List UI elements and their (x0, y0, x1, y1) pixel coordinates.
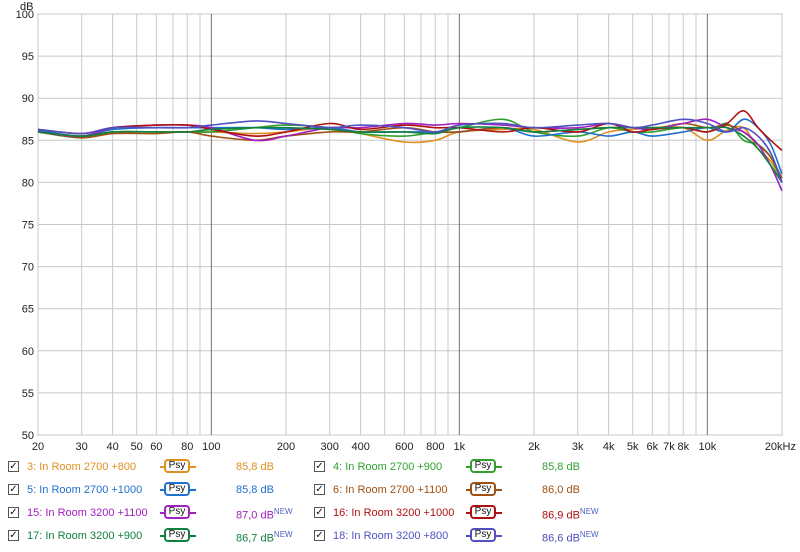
series-lines (37, 110, 783, 192)
x-tick-label: 20 (32, 441, 44, 453)
legend-checkbox[interactable]: ✓ (8, 461, 19, 472)
legend-checkbox[interactable]: ✓ (8, 484, 19, 495)
x-tick-label: 7k (663, 441, 675, 453)
psy-label: Psy (470, 459, 496, 473)
legend-level-value: 86,6 dBNEW (542, 530, 599, 545)
legend-level-value: 85,8 dB (236, 484, 274, 496)
legend-checkbox[interactable]: ✓ (8, 507, 19, 518)
legend-checkbox[interactable]: ✓ (8, 530, 19, 541)
psy-smoothing-button[interactable]: Psy (466, 481, 502, 499)
psy-label: Psy (164, 482, 190, 496)
legend-level-value: 85,8 dB (236, 461, 274, 473)
x-tick-label: 10k (698, 441, 716, 453)
legend-checkbox[interactable]: ✓ (314, 530, 325, 541)
x-tick-label: 1k (454, 441, 466, 453)
legend-item: ✓ 15: In Room 3200 +1100 Psy 87,0 dBNEW (8, 504, 308, 524)
legend-item: ✓ 4: In Room 2700 +900 Psy 85,8 dB (314, 458, 614, 478)
y-tick-label: 70 (22, 262, 34, 274)
legend-level-value: 85,8 dB (542, 461, 580, 473)
legend-level-value: 87,0 dBNEW (236, 507, 293, 522)
psy-smoothing-button[interactable]: Psy (160, 458, 196, 476)
legend: ✓ 3: In Room 2700 +800 Psy 85,8 dB ✓ 4: In Ro… (0, 456, 800, 552)
x-tick-label: 80 (181, 441, 193, 453)
legend-level-value: 86,9 dBNEW (542, 507, 599, 522)
legend-item: ✓ 16: In Room 3200 +1000 Psy 86,9 dBNEW (314, 504, 614, 524)
legend-item: ✓ 3: In Room 2700 +800 Psy 85,8 dB (8, 458, 308, 478)
y-tick-label: 55 (22, 388, 34, 400)
x-tick-label: 60 (150, 441, 162, 453)
y-tick-label: 75 (22, 220, 34, 232)
y-tick-label: 65 (22, 304, 34, 316)
legend-series-name: 18: In Room 3200 +800 (333, 530, 449, 542)
psy-smoothing-button[interactable]: Psy (160, 504, 196, 522)
psy-smoothing-button[interactable]: Psy (160, 527, 196, 545)
x-tick-label: 3k (572, 441, 584, 453)
y-tick-label: 50 (22, 430, 34, 442)
legend-series-name: 15: In Room 3200 +1100 (27, 507, 148, 519)
x-tick-label: 800 (426, 441, 444, 453)
y-tick-label: 60 (22, 346, 34, 358)
x-tick-label: 50 (131, 441, 143, 453)
x-tick-label: 2k (528, 441, 540, 453)
y-axis-ticks: 100 95 90 85 80 75 70 65 60 55 50 (16, 9, 34, 442)
legend-item: ✓ 17: In Room 3200 +900 Psy 86,7 dBNEW (8, 527, 308, 547)
y-axis-label: dB (20, 1, 33, 13)
series-line (37, 110, 783, 151)
psy-smoothing-button[interactable]: Psy (466, 527, 502, 545)
x-tick-label: 4k (603, 441, 615, 453)
x-tick-label: 8k (677, 441, 689, 453)
legend-series-name: 16: In Room 3200 +1000 (333, 507, 455, 519)
legend-series-name: 4: In Room 2700 +900 (333, 461, 443, 473)
y-tick-label: 100 (16, 9, 34, 21)
psy-label: Psy (470, 528, 496, 542)
y-tick-label: 85 (22, 135, 34, 147)
psy-label: Psy (164, 459, 190, 473)
x-tick-label: 6k (647, 441, 659, 453)
x-tick-label: 40 (107, 441, 119, 453)
psy-smoothing-button[interactable]: Psy (466, 458, 502, 476)
psy-smoothing-button[interactable]: Psy (466, 504, 502, 522)
psy-label: Psy (470, 505, 496, 519)
legend-item: ✓ 18: In Room 3200 +800 Psy 86,6 dBNEW (314, 527, 614, 547)
x-tick-label: 30 (76, 441, 88, 453)
psy-label: Psy (164, 505, 190, 519)
x-tick-label: 100 (202, 441, 220, 453)
new-tag: NEW (273, 530, 293, 539)
legend-level-value: 86,7 dBNEW (236, 530, 293, 545)
x-tick-label: 200 (277, 441, 295, 453)
x-tick-label: 400 (351, 441, 369, 453)
psy-smoothing-button[interactable]: Psy (160, 481, 196, 499)
x-tick-label: 300 (320, 441, 338, 453)
new-tag: NEW (579, 530, 599, 539)
x-tick-label: 5k (627, 441, 639, 453)
legend-series-name: 3: In Room 2700 +800 (27, 461, 137, 473)
legend-checkbox[interactable]: ✓ (314, 461, 325, 472)
y-tick-label: 90 (22, 93, 34, 105)
series-line (37, 118, 783, 183)
x-tick-label: 600 (395, 441, 413, 453)
psy-label: Psy (164, 528, 190, 542)
legend-series-name: 5: In Room 2700 +1000 (27, 484, 143, 496)
legend-level-value: 86,0 dB (542, 484, 580, 496)
legend-series-name: 6: In Room 2700 +1100 (333, 484, 448, 496)
legend-checkbox[interactable]: ✓ (314, 507, 325, 518)
new-tag: NEW (273, 507, 293, 516)
y-tick-label: 80 (22, 177, 34, 189)
y-tick-label: 95 (22, 51, 34, 63)
grid-lines (37, 13, 783, 436)
legend-checkbox[interactable]: ✓ (314, 484, 325, 495)
new-tag: NEW (579, 507, 599, 516)
legend-series-name: 17: In Room 3200 +900 (27, 530, 143, 542)
x-tick-label: 20kHz (765, 441, 796, 453)
psy-label: Psy (470, 482, 496, 496)
legend-item: ✓ 6: In Room 2700 +1100 Psy 86,0 dB (314, 481, 614, 501)
legend-item: ✓ 5: In Room 2700 +1000 Psy 85,8 dB (8, 481, 308, 501)
x-axis-ticks: 20 30 40 50 60 80 100 200 300 400 600 800 1k 2k 3k 4k 5k… (32, 441, 796, 453)
series-line (37, 126, 783, 183)
